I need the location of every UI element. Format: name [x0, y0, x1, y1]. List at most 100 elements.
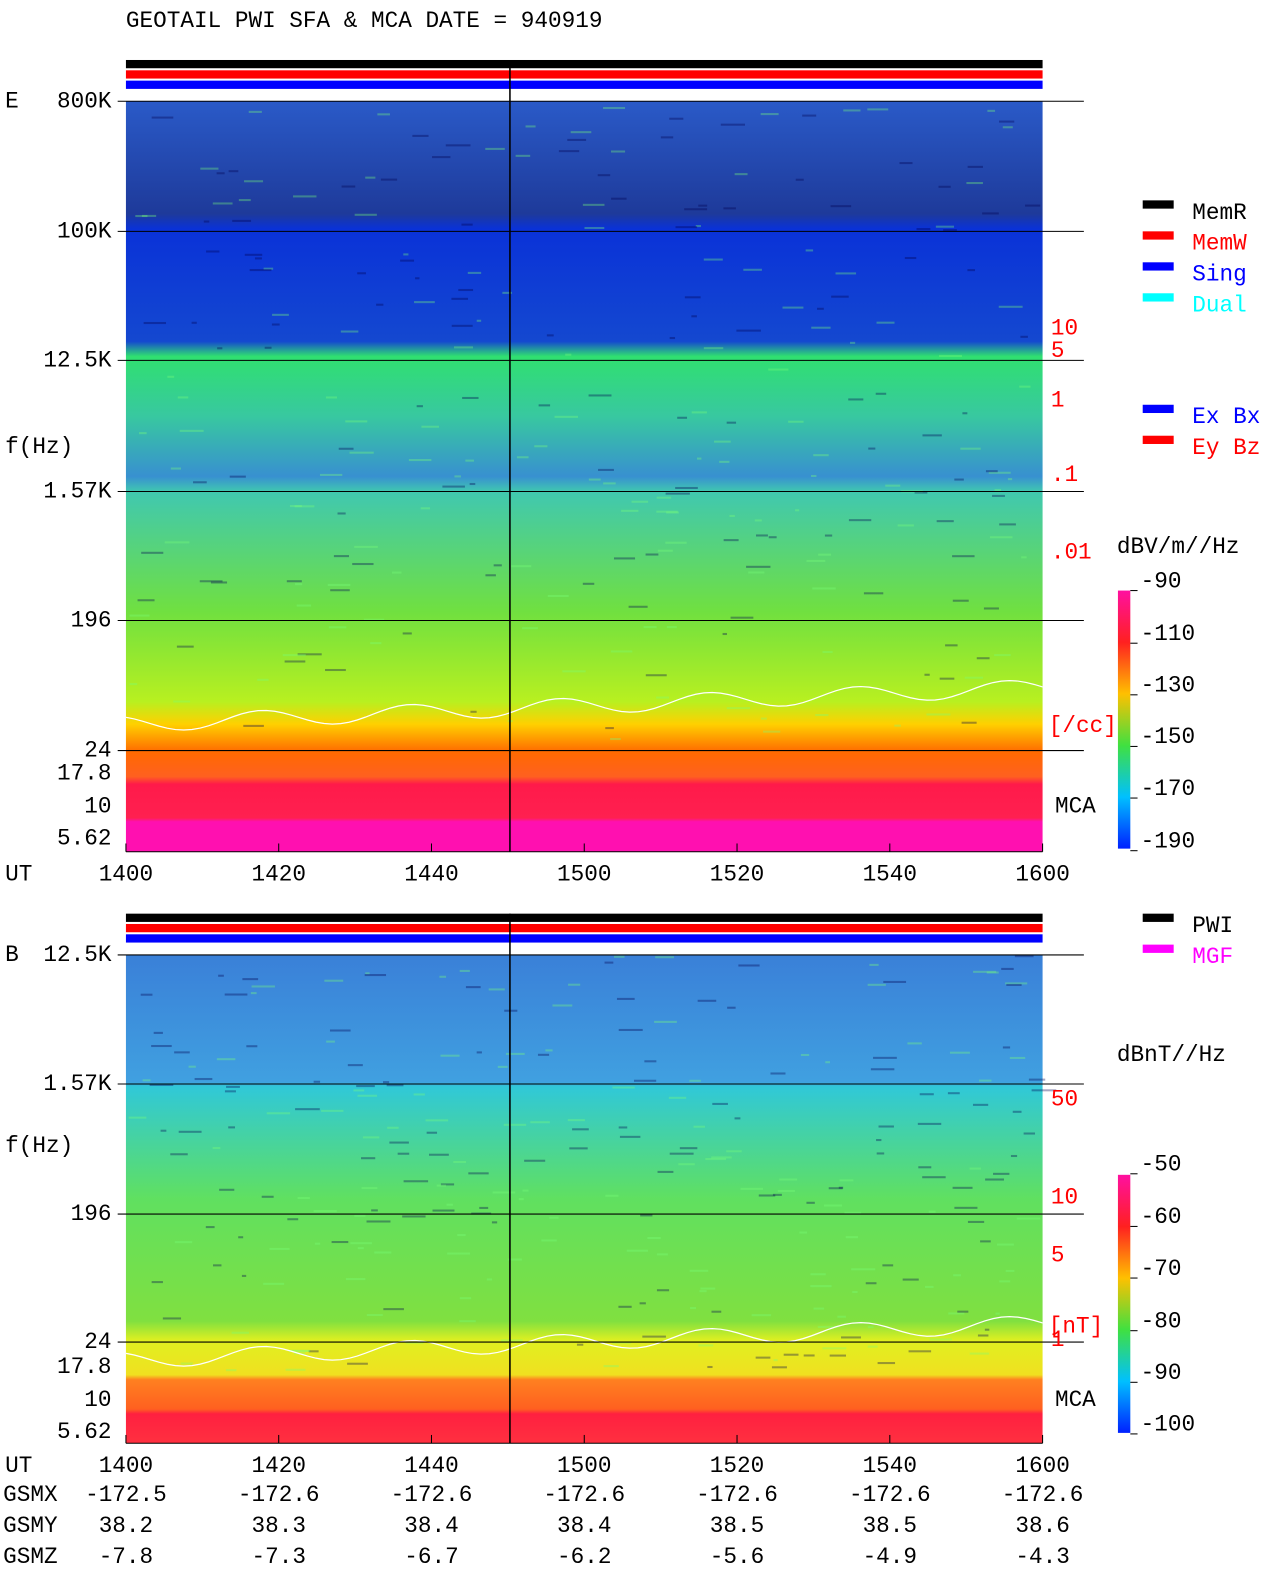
noise — [523, 1190, 529, 1192]
noise — [179, 1131, 202, 1133]
ephemeris-value: 38.4 — [404, 1513, 458, 1539]
noise — [690, 1307, 696, 1309]
noise — [727, 1007, 735, 1009]
noise — [618, 1306, 631, 1308]
ephemeris-value: -5.6 — [710, 1544, 764, 1570]
noise — [977, 657, 990, 659]
noise — [953, 600, 969, 602]
noise — [565, 354, 571, 356]
time-tick-label: 1440 — [404, 861, 458, 887]
noise — [864, 592, 883, 594]
density-scale-label: 5 — [1051, 338, 1065, 364]
noise — [632, 501, 649, 503]
ephemeris-value: -7.3 — [251, 1544, 305, 1570]
noise — [387, 1127, 398, 1129]
noise — [817, 308, 824, 310]
noise — [604, 1365, 619, 1367]
ephemeris-value: -4.9 — [863, 1544, 917, 1570]
status-bar — [126, 924, 1043, 932]
colorbar-unit: dBV/m//Hz — [1117, 534, 1240, 560]
noise — [232, 220, 251, 222]
colorbar-tick-label: -100 — [1141, 1412, 1195, 1438]
noise — [657, 497, 672, 499]
noise — [429, 1154, 449, 1156]
noise — [746, 566, 770, 568]
noise — [460, 970, 470, 972]
noise — [629, 606, 648, 608]
noise — [1029, 1079, 1045, 1081]
noise — [454, 346, 473, 348]
noise — [466, 986, 481, 988]
noise — [950, 1052, 970, 1054]
noise — [877, 322, 895, 324]
noise — [263, 1283, 284, 1285]
noise — [909, 1350, 932, 1352]
noise — [367, 1314, 383, 1316]
panel-label: B — [5, 942, 19, 968]
noise — [165, 541, 190, 543]
colorbar-tick-label: -150 — [1141, 724, 1195, 750]
noise — [619, 1126, 628, 1128]
noise — [328, 584, 351, 586]
freq-label: 5.62 — [57, 825, 111, 851]
noise — [918, 1123, 941, 1125]
noise — [504, 1010, 517, 1012]
noise — [846, 1236, 858, 1238]
noise — [657, 1253, 668, 1255]
noise — [189, 1066, 196, 1068]
noise — [894, 725, 900, 727]
colorbar-tick-label: -70 — [1141, 1256, 1182, 1282]
noise — [217, 1058, 235, 1060]
noise — [939, 186, 951, 188]
time-tick-label: 1420 — [251, 861, 305, 887]
noise — [925, 1286, 934, 1288]
noise — [355, 214, 377, 216]
noise — [412, 135, 428, 137]
noise — [506, 1053, 525, 1055]
noise — [225, 993, 248, 995]
noise — [611, 150, 625, 152]
noise — [589, 479, 601, 481]
noise — [414, 1093, 425, 1095]
noise — [736, 330, 761, 332]
noise — [922, 434, 941, 436]
noise — [139, 432, 147, 434]
noise — [589, 394, 612, 396]
colorbar-tick-label: -60 — [1141, 1204, 1182, 1230]
noise — [655, 956, 674, 958]
spectrogram — [126, 101, 1043, 851]
noise — [738, 964, 759, 966]
noise — [151, 1045, 172, 1047]
noise — [314, 1081, 320, 1083]
noise — [982, 212, 999, 214]
noise — [811, 327, 830, 329]
noise — [251, 992, 257, 994]
noise — [400, 260, 414, 262]
noise — [538, 1054, 549, 1056]
ephemeris-value: -172.5 — [85, 1482, 167, 1508]
noise — [361, 1157, 375, 1159]
legend-swatch — [1143, 405, 1174, 413]
noise — [383, 1081, 389, 1083]
noise — [598, 174, 610, 176]
noise — [721, 124, 745, 126]
noise — [657, 1289, 669, 1291]
noise — [314, 1210, 337, 1212]
noise — [761, 113, 779, 115]
noise — [698, 205, 707, 207]
noise — [217, 347, 222, 349]
legend-label: Ey Bz — [1192, 435, 1260, 461]
panel-label: E — [5, 88, 19, 114]
noise — [670, 1153, 694, 1155]
noise — [680, 1147, 698, 1149]
noise — [539, 404, 550, 406]
time-tick-label: 1540 — [863, 1453, 917, 1479]
density-scale-label: 10 — [1051, 1185, 1078, 1211]
noise — [442, 486, 465, 488]
density-unit: [nT] — [1049, 1314, 1103, 1340]
axis-label: f(Hz) — [5, 1133, 73, 1159]
noise — [524, 1160, 545, 1162]
freq-label: 17.8 — [57, 760, 111, 786]
noise — [487, 1278, 492, 1280]
noise — [315, 1243, 320, 1245]
